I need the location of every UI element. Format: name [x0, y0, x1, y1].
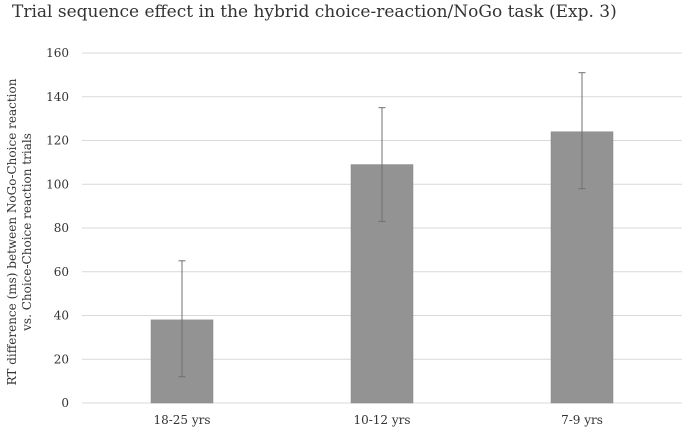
y-axis-title-line: RT difference (ms) between NoGo-Choice r…: [5, 78, 19, 385]
y-tick-label: 60: [54, 265, 69, 279]
y-axis-title-line: vs. Choice-Choice reaction trials: [20, 133, 34, 332]
x-tick-label: 7-9 yrs: [561, 413, 603, 427]
y-tick-label: 0: [61, 396, 69, 410]
y-tick-label: 40: [54, 309, 69, 323]
error-bars: [178, 72, 586, 378]
tick-labels: 0 20 40 60 80 100 120 140 160 18-25 yrs 10-12 yrs 7…: [46, 46, 603, 427]
y-axis-title: RT difference (ms) between NoGo-Choice r…: [5, 78, 34, 385]
y-tick-label: 120: [46, 134, 69, 148]
x-tick-label: 18-25 yrs: [153, 413, 210, 427]
y-tick-label: 160: [46, 46, 69, 60]
chart-title: Trial sequence effect in the hybrid choi…: [12, 2, 617, 22]
y-tick-label: 20: [54, 352, 69, 366]
y-tick-label: 140: [46, 90, 69, 104]
x-tick-label: 10-12 yrs: [353, 413, 410, 427]
bars: [150, 131, 614, 404]
y-tick-label: 80: [54, 221, 69, 235]
y-tick-label: 100: [46, 177, 69, 191]
